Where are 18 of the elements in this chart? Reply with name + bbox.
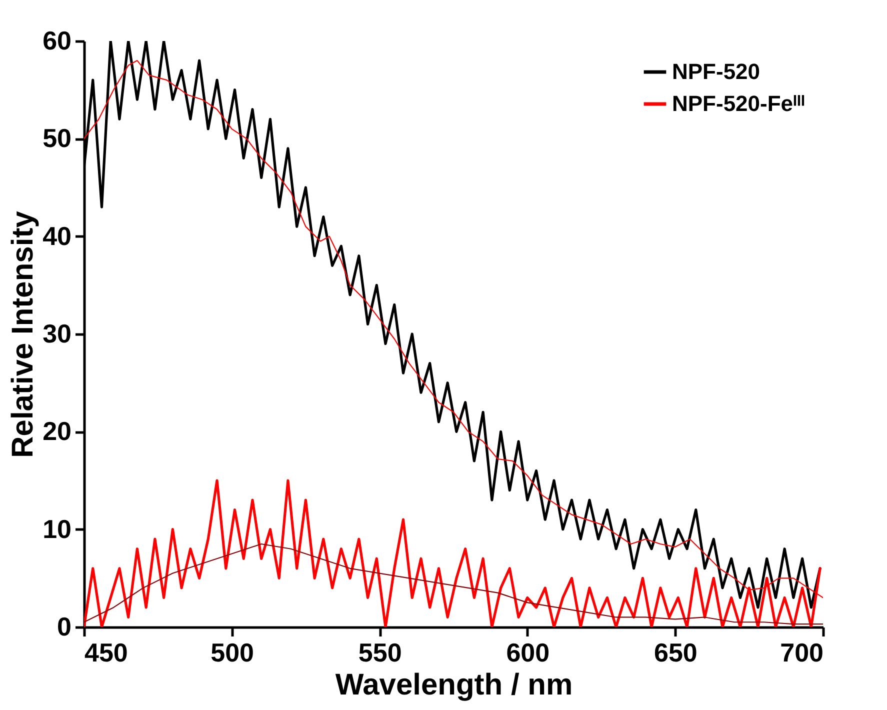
y-tick-label: 40 xyxy=(42,220,72,251)
x-tick-label: 500 xyxy=(210,638,254,668)
x-tick-label: 650 xyxy=(654,638,698,668)
x-tick-label: 700 xyxy=(780,638,824,668)
legend-label: NPF-520 xyxy=(672,59,760,84)
y-tick-label: 30 xyxy=(42,318,72,348)
line-series xyxy=(84,543,823,625)
x-tick-label: 450 xyxy=(84,638,128,668)
y-axis-title: Relative Intensity xyxy=(6,210,40,458)
legend-label: NPF-520-Feᴵᴵᴵ xyxy=(672,91,805,116)
y-tick-label: 50 xyxy=(42,123,72,154)
x-axis-title: Wavelength / nm xyxy=(335,668,573,702)
x-tick-label: 550 xyxy=(358,638,402,668)
y-tick-label: 60 xyxy=(42,26,72,56)
y-tick-label: 10 xyxy=(42,514,72,544)
y-tick-label: 20 xyxy=(42,416,72,446)
x-tick-label: 600 xyxy=(506,638,550,668)
y-tick-label: 0 xyxy=(57,612,72,642)
